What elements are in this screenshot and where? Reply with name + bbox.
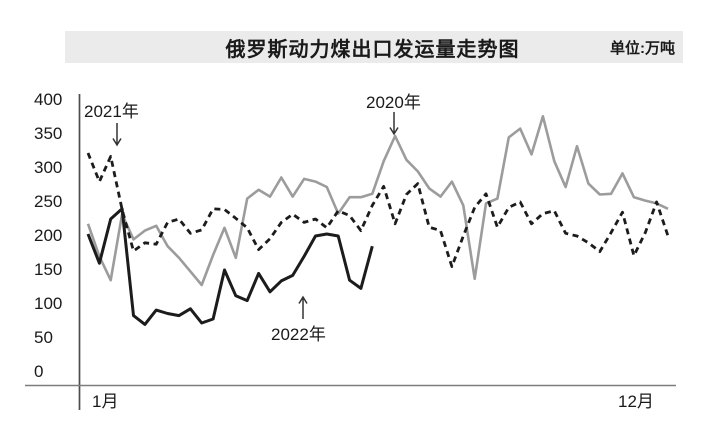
annotation-2022: 2022年	[271, 325, 326, 344]
series-line-2020年	[86, 115, 669, 287]
arrow-down-icon	[112, 123, 122, 147]
ytick-0: 0	[34, 362, 44, 381]
arrow-down-icon	[389, 112, 399, 136]
ytick-100: 100	[34, 294, 63, 313]
ytick-400: 400	[34, 90, 63, 109]
title-bar: 俄罗斯动力煤出口发运量走势图 单位:万吨	[65, 31, 683, 63]
ytick-300: 300	[34, 158, 63, 177]
ytick-350: 350	[34, 124, 63, 143]
xlabel-january: 1月	[92, 392, 119, 411]
page-title: 俄罗斯动力煤出口发运量走势图	[225, 38, 520, 61]
ytick-200: 200	[34, 226, 63, 245]
series-line-2022年	[86, 207, 374, 326]
xlabel-december: 12月	[618, 392, 654, 411]
unit-label: 单位:万吨	[610, 39, 675, 57]
annotation-2020: 2020年	[366, 93, 421, 112]
annotation-2021: 2021年	[84, 102, 139, 121]
series-line-2021年	[86, 152, 670, 269]
ytick-150: 150	[34, 260, 63, 279]
ytick-50: 50	[34, 328, 53, 347]
ytick-250: 250	[34, 192, 63, 211]
arrow-up-icon	[298, 295, 308, 319]
